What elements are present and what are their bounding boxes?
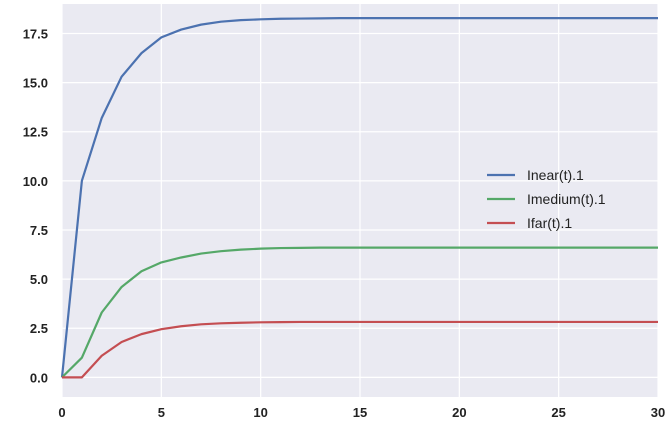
- legend-label-3: Ifar(t).1: [527, 215, 572, 231]
- x-tick-label: 30: [651, 405, 665, 420]
- x-tick-label: 25: [551, 405, 565, 420]
- x-tick-label: 0: [58, 405, 65, 420]
- y-tick-label: 7.5: [30, 223, 48, 238]
- series-lines: [60, 17, 658, 379]
- y-tick-label: 0.0: [30, 370, 48, 385]
- y-tick-label: 5.0: [30, 272, 48, 287]
- series-line-3: [62, 320, 658, 379]
- legend-label-2: Imedium(t).1: [527, 191, 606, 207]
- x-axis-ticks: 0 5 10 15 20 25 30: [58, 405, 665, 420]
- x-tick-label: 10: [253, 405, 267, 420]
- y-axis-ticks: 0.0 2.5 5.0 7.5 10.0 12.5 15.0 17.5: [23, 26, 48, 385]
- y-tick-label: 2.5: [30, 321, 48, 336]
- series-line-1: [60, 17, 658, 378]
- x-tick-label: 5: [158, 405, 165, 420]
- y-tick-label: 12.5: [23, 125, 48, 140]
- legend: Inear(t).1 Imedium(t).1 Ifar(t).1: [487, 167, 606, 231]
- series-line-2: [61, 246, 658, 379]
- y-tick-label: 15.0: [23, 76, 48, 91]
- x-tick-label: 15: [353, 405, 367, 420]
- legend-label-1: Inear(t).1: [527, 167, 584, 183]
- y-tick-label: 17.5: [23, 26, 48, 41]
- x-tick-label: 20: [452, 405, 466, 420]
- y-tick-label: 10.0: [23, 174, 48, 189]
